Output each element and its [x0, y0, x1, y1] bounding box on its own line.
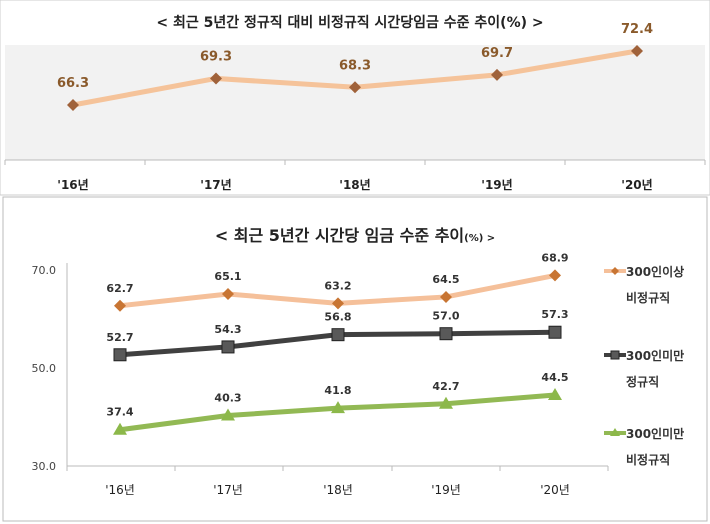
bottom-panel: [2, 196, 708, 522]
data-label: 52.7: [106, 331, 133, 344]
data-point-square: [113, 348, 127, 362]
data-point-diamond: [549, 269, 561, 282]
data-point-square: [610, 350, 620, 360]
x-tick-label: '17년: [213, 483, 243, 497]
x-tick-label: '19년: [431, 483, 461, 497]
top-chart-title: < 최근 5년간 정규직 대비 비정규직 시간당임금 수준 추이(%) >: [156, 14, 543, 31]
data-label: 44.5: [541, 371, 568, 384]
data-point-triangle: [610, 428, 620, 436]
x-tick-label: '20년: [540, 483, 570, 497]
x-tick-label: '16년: [105, 483, 135, 497]
legend-label: 300인이상: [626, 264, 684, 279]
bottom-chart-title: < 최근 5년간 시간당 임금 수준 추이(%) >: [215, 226, 495, 245]
x-tick-label: '18년: [323, 483, 353, 497]
data-label: 54.3: [214, 323, 241, 336]
x-tick-label: '20년: [621, 178, 652, 192]
data-point-diamond: [611, 267, 619, 275]
x-tick-label: '17년: [200, 178, 231, 192]
y-tick-label: 30.0: [32, 460, 57, 473]
data-label: 63.2: [324, 279, 351, 292]
data-label: 41.8: [324, 384, 351, 397]
data-point-diamond: [491, 68, 503, 81]
data-point-square: [331, 328, 345, 342]
data-label: 57.0: [432, 310, 459, 323]
x-tick-label: '18년: [339, 178, 370, 192]
legend-label: 300인미만: [626, 426, 684, 441]
data-label: 42.7: [432, 380, 459, 393]
data-point-diamond: [440, 290, 452, 303]
data-point-triangle: [331, 401, 345, 414]
data-point-square: [221, 340, 235, 354]
data-point-diamond: [114, 299, 126, 312]
data-point-triangle: [548, 387, 562, 400]
data-point-triangle: [221, 408, 235, 421]
data-point-diamond: [210, 72, 222, 85]
data-label: 72.4: [621, 22, 653, 37]
x-tick-label: '19년: [481, 178, 512, 192]
data-label: 57.3: [541, 308, 568, 321]
data-point-diamond: [349, 81, 361, 94]
y-tick-label: 70.0: [32, 264, 57, 277]
top-plot-area: [5, 45, 705, 160]
data-label: 65.1: [214, 270, 241, 283]
y-tick-label: 50.0: [32, 362, 57, 375]
data-label: 68.9: [541, 251, 568, 264]
data-point-triangle: [113, 422, 127, 435]
data-label: 66.3: [57, 76, 89, 91]
data-label: 69.3: [200, 49, 232, 64]
data-label: 64.5: [432, 273, 459, 286]
legend-label: 300인미만: [626, 348, 684, 363]
legend-label: 비정규직: [626, 452, 670, 467]
data-label: 68.3: [339, 58, 371, 73]
data-label: 40.3: [214, 392, 241, 405]
data-point-square: [439, 327, 453, 341]
data-point-triangle: [439, 396, 453, 409]
data-label: 69.7: [481, 46, 513, 61]
legend-label: 정규직: [626, 374, 659, 389]
data-point-diamond: [631, 45, 643, 58]
data-point-square: [548, 325, 562, 339]
legend-label: 비정규직: [626, 290, 670, 305]
data-label: 62.7: [106, 282, 133, 295]
data-point-diamond: [67, 99, 79, 111]
data-point-diamond: [332, 297, 344, 310]
data-point-diamond: [222, 288, 234, 301]
x-tick-label: '16년: [57, 178, 88, 192]
data-label: 37.4: [106, 406, 133, 419]
data-label: 56.8: [324, 311, 351, 324]
